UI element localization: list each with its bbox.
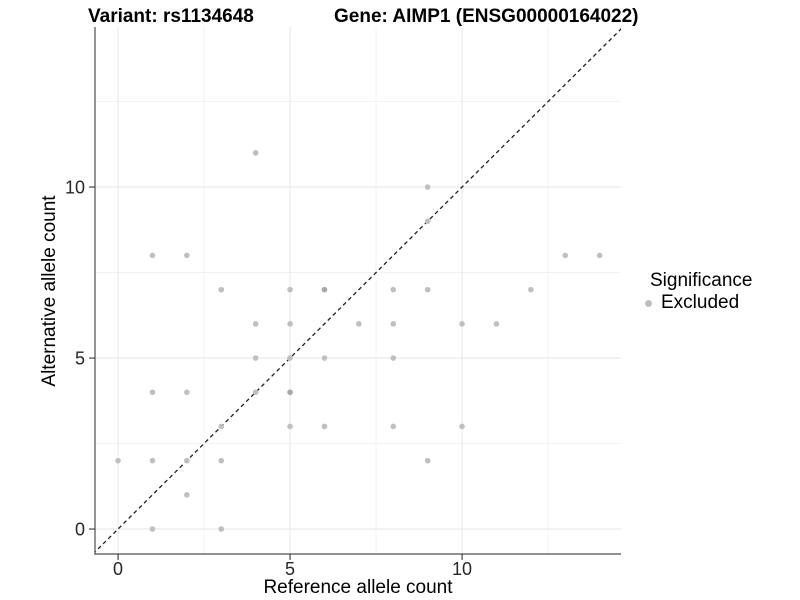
data-point	[424, 286, 431, 293]
x-tick-label: 0	[113, 559, 123, 579]
data-point	[424, 184, 431, 190]
y-tick-label: 0	[75, 520, 85, 540]
data-point	[184, 457, 190, 464]
data-point	[562, 252, 569, 259]
variant-title: Variant: rs1134648	[88, 6, 254, 27]
legend-title: Significance	[650, 270, 753, 291]
data-point	[287, 423, 293, 430]
data-point	[149, 252, 156, 259]
data-point	[115, 457, 121, 464]
legend-item-excluded: Excluded	[645, 293, 752, 313]
data-point	[218, 423, 225, 430]
x-axis-title: Reference allele count	[263, 577, 453, 598]
data-point	[424, 218, 431, 225]
data-point	[390, 355, 397, 361]
y-axis-title: Alternative allele count	[39, 195, 60, 387]
data-point	[493, 321, 500, 327]
data-point	[287, 389, 293, 396]
data-points	[115, 150, 603, 532]
data-point	[149, 526, 156, 532]
data-point	[424, 457, 431, 464]
data-point	[252, 150, 259, 156]
data-point	[321, 423, 328, 430]
data-point	[356, 321, 362, 327]
x-tick-label: 10	[452, 559, 472, 579]
data-point	[287, 355, 293, 361]
data-point	[390, 321, 397, 327]
data-point	[184, 492, 190, 498]
data-point	[390, 423, 397, 430]
data-point	[252, 321, 259, 327]
legend: Significance Excluded	[645, 271, 752, 313]
data-point	[321, 286, 328, 293]
data-point	[252, 389, 259, 396]
data-point	[459, 321, 465, 327]
data-point	[149, 389, 156, 396]
data-point	[287, 321, 293, 327]
data-point	[390, 286, 397, 293]
data-point	[459, 423, 465, 430]
gene-title: Gene: AIMP1 (ENSG00000164022)	[334, 6, 639, 27]
data-point	[149, 457, 156, 464]
data-point	[287, 286, 293, 293]
tick-labels: 0 5 10 0 5 10	[65, 178, 472, 579]
data-point	[528, 286, 534, 293]
data-point	[218, 286, 225, 293]
x-tick-label: 5	[285, 559, 295, 579]
data-point	[184, 252, 190, 259]
y-tick-label: 10	[65, 178, 85, 198]
data-point	[218, 526, 225, 532]
data-point	[596, 252, 603, 259]
axis-ticks	[89, 186, 463, 560]
data-point	[184, 389, 190, 396]
data-point	[218, 457, 225, 464]
axis-lines	[94, 27, 621, 555]
major-gridlines	[95, 27, 621, 554]
identity-line	[95, 28, 621, 553]
legend-item-label: Excluded	[661, 292, 740, 313]
y-tick-label: 5	[75, 349, 85, 369]
data-point	[321, 355, 328, 361]
data-point	[252, 355, 259, 361]
minor-gridlines	[95, 27, 621, 554]
legend-key-dot	[645, 299, 652, 307]
